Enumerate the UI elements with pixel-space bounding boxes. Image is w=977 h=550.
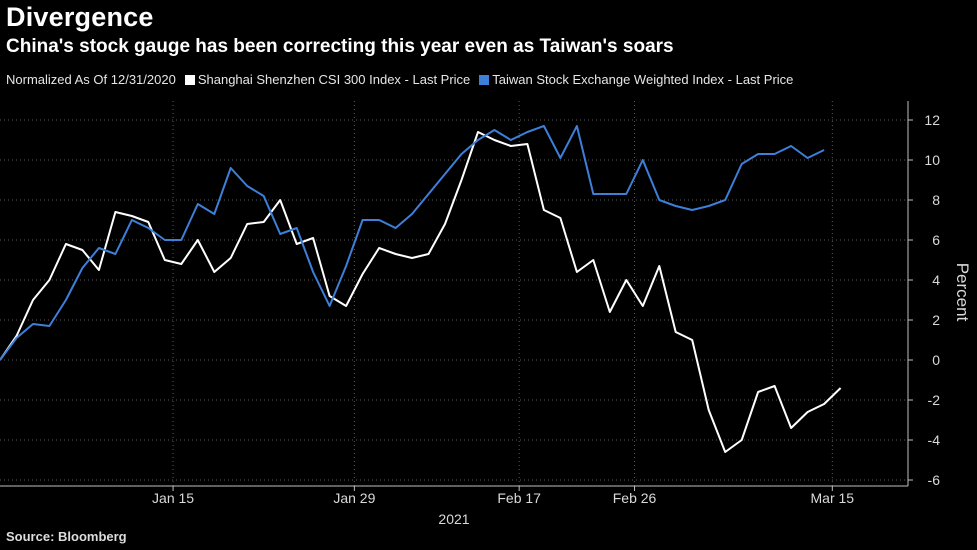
x-tick-label: Jan 15 xyxy=(152,490,194,506)
chart-subtitle: China's stock gauge has been correcting … xyxy=(6,36,674,57)
y-tick-label: -4 xyxy=(928,432,941,448)
legend-note: Normalized As Of 12/31/2020 xyxy=(6,72,176,87)
legend-swatch-taiex xyxy=(479,74,490,85)
y-tick-label: 0 xyxy=(932,352,940,368)
y-tick-label: -6 xyxy=(928,472,941,488)
legend-label-taiex: Taiwan Stock Exchange Weighted Index - L… xyxy=(492,72,794,87)
x-tick-label: Feb 26 xyxy=(613,490,657,506)
legend-label-csi300: Shanghai Shenzhen CSI 300 Index - Last P… xyxy=(197,72,471,87)
series-taiex-line xyxy=(0,125,825,361)
y-tick-label: -2 xyxy=(928,392,941,408)
x-tick-label: Jan 29 xyxy=(333,490,375,506)
grid-lines xyxy=(0,101,908,486)
y-tick-label: 8 xyxy=(932,192,940,208)
legend: Normalized As Of 12/31/2020 Shanghai She… xyxy=(6,72,793,87)
series-csi300-line xyxy=(0,131,842,453)
y-tick-label: 12 xyxy=(924,112,940,128)
y-tick-label: 2 xyxy=(932,312,940,328)
y-tick-label: 6 xyxy=(932,232,940,248)
source-note: Source: Bloomberg xyxy=(6,529,127,544)
x-axis-ticks: Jan 15 Jan 29 Feb 17 Feb 26 Mar 15 xyxy=(152,486,854,506)
y-axis-title: Percent xyxy=(953,263,972,322)
y-axis-ticks: -6 -4 -2 0 2 4 6 8 10 12 xyxy=(908,112,940,488)
x-axis-title: 2021 xyxy=(438,511,469,527)
axes xyxy=(0,101,909,487)
y-tick-label: 10 xyxy=(924,152,940,168)
y-tick-label: 4 xyxy=(932,272,940,288)
series-lines xyxy=(0,125,842,453)
x-tick-label: Mar 15 xyxy=(811,490,855,506)
chart-title: Divergence xyxy=(6,2,154,32)
legend-swatch-csi300 xyxy=(184,74,195,85)
x-tick-label: Feb 17 xyxy=(497,490,541,506)
